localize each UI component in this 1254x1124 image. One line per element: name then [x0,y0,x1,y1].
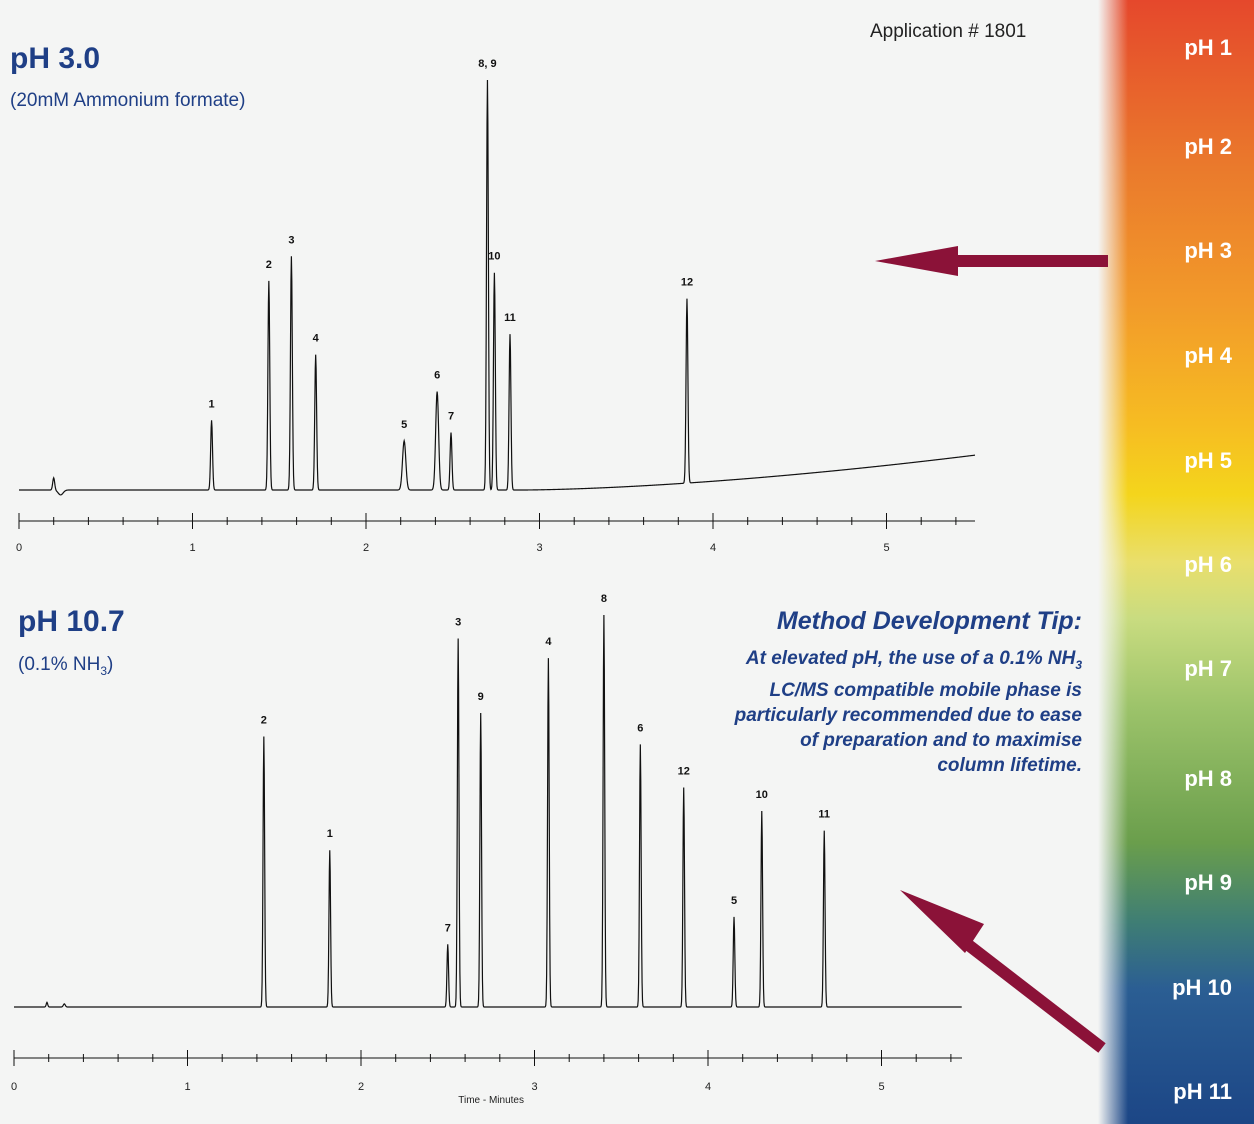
tip-text: At elevated pH, the use of a 0.1% NH3 LC… [734,648,1082,776]
x-tick-label: 2 [363,542,369,554]
ph-scale-bar: pH 1 pH 2 pH 3 pH 4 pH 5 pH 6 pH 7 pH 8 … [1098,0,1254,1124]
peak-label: 2 [266,259,272,271]
peak-label: 5 [401,419,407,431]
peak-label: 9 [478,691,484,703]
peak-label: 4 [313,333,320,345]
tip-heading: Method Development Tip: [776,607,1082,635]
chart1-subtitle: (20mM Ammonium formate) [10,90,246,111]
ph-label-8: pH 8 [1184,766,1232,791]
peak-label: 3 [455,617,461,629]
ph-scale-fade [1098,0,1128,1124]
ph-label-6: pH 6 [1184,552,1232,577]
peak-label: 11 [818,809,830,821]
peak-label: 11 [504,312,516,324]
peak-label: 1 [209,398,215,410]
peak-label: 4 [545,636,552,648]
ph-label-3: pH 3 [1184,238,1232,263]
chromatogram-trace [14,614,962,1008]
x-tick-label: 5 [883,542,889,554]
peak-label: 6 [434,370,440,382]
peak-label: 7 [448,411,454,423]
ph-label-2: pH 2 [1184,134,1232,159]
ph-label-11: pH 11 [1173,1079,1232,1104]
arrow-ph3-head [875,246,958,276]
peak-label: 3 [288,234,294,246]
x-tick-label: 0 [11,1081,17,1093]
x-tick-label: 3 [536,542,542,554]
peak-label: 2 [261,715,267,727]
x-tick-label: 3 [531,1081,537,1093]
peak-label: 12 [678,765,690,777]
x-tick-label: 4 [705,1081,711,1093]
peak-label: 10 [488,251,500,263]
ph-label-9: pH 9 [1184,870,1232,895]
x-tick-label: 1 [184,1081,190,1093]
application-number: Application # 1801 [870,21,1027,42]
ph-label-10: pH 10 [1172,975,1232,1000]
chart2-subtitle: (0.1% NH3) [18,654,114,678]
x-tick-label: 4 [710,542,716,554]
peak-label: 6 [637,722,643,734]
arrows [875,246,1108,1053]
peak-label: 5 [731,895,737,907]
peak-label: 8, 9 [478,58,496,70]
peak-label: 10 [756,789,768,801]
chart2-title: pH 10.7 [18,605,125,638]
chromatogram-trace [19,79,976,496]
peak-label: 1 [327,828,333,840]
x-axis-label: Time - Minutes [458,1095,524,1106]
peak-label: 12 [681,277,693,289]
ph-label-1: pH 1 [1184,35,1232,60]
x-tick-label: 2 [358,1081,364,1093]
chart1-title: pH 3.0 [10,42,101,75]
ph-label-4: pH 4 [1184,343,1232,368]
peak-label: 7 [445,922,451,934]
arrow-ph10-head [900,890,984,953]
peak-label: 8 [601,593,607,605]
x-tick-label: 1 [189,542,195,554]
arrow-ph10-shaft [958,935,1106,1053]
ph-label-7: pH 7 [1184,656,1232,681]
x-tick-label: 0 [16,542,22,554]
x-tick-label: 5 [878,1081,884,1093]
ph-label-5: pH 5 [1184,448,1232,473]
